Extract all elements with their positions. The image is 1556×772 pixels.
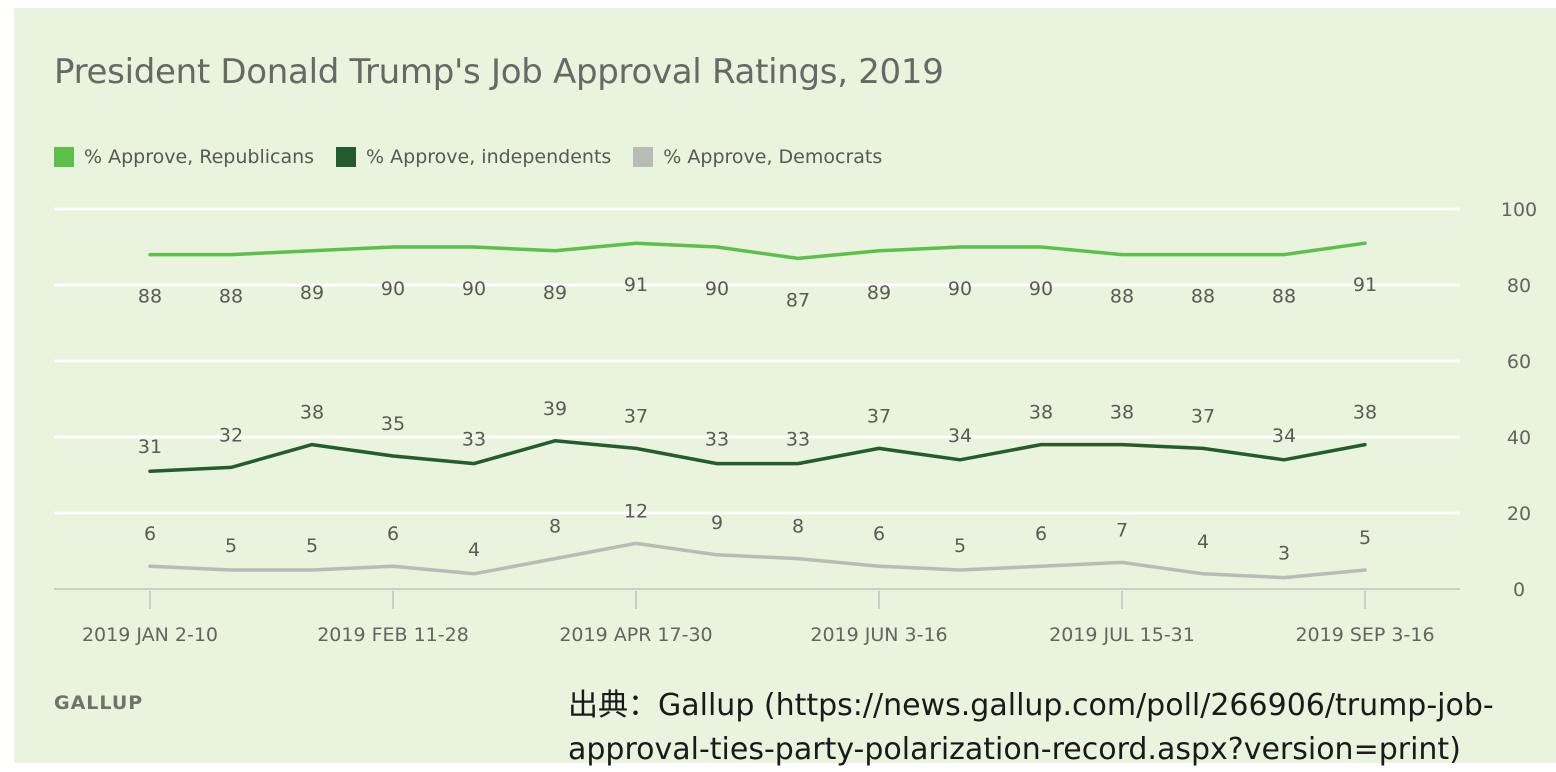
data-label-approve-republicans-0: 88 xyxy=(138,286,162,308)
data-label-approve-republicans-12: 88 xyxy=(1110,286,1134,308)
data-label-approve-independents-15: 38 xyxy=(1353,402,1377,424)
data-label-approve-independents-10: 34 xyxy=(948,425,972,447)
y-tick-label-40: 40 xyxy=(1507,427,1531,449)
data-label-approve-democrats-9: 6 xyxy=(873,523,885,545)
data-label-approve-democrats-11: 6 xyxy=(1035,523,1047,545)
x-tick-label-6: 2019 APR 17-30 xyxy=(559,624,712,646)
data-label-approve-democrats-8: 8 xyxy=(792,516,804,538)
series-line-approve-republicans xyxy=(150,243,1365,258)
data-label-approve-democrats-15: 5 xyxy=(1359,527,1371,549)
data-label-approve-independents-14: 34 xyxy=(1272,425,1296,447)
data-label-approve-independents-4: 33 xyxy=(462,429,486,451)
data-label-approve-republicans-6: 91 xyxy=(624,274,648,296)
x-tick-label-3: 2019 FEB 11-28 xyxy=(317,624,469,646)
data-label-approve-independents-3: 35 xyxy=(381,413,405,435)
data-label-approve-democrats-10: 5 xyxy=(954,535,966,557)
data-label-approve-democrats-5: 8 xyxy=(549,516,561,538)
data-label-approve-independents-13: 37 xyxy=(1191,405,1215,427)
x-tick-label-15: 2019 SEP 3-16 xyxy=(1295,624,1434,646)
data-label-approve-independents-9: 37 xyxy=(867,405,891,427)
y-tick-label-80: 80 xyxy=(1507,275,1531,297)
data-label-approve-republicans-13: 88 xyxy=(1191,286,1215,308)
chart-panel: President Donald Trump's Job Approval Ra… xyxy=(14,8,1556,763)
x-tick-label-12: 2019 JUL 15-31 xyxy=(1049,624,1195,646)
data-label-approve-republicans-9: 89 xyxy=(867,282,891,304)
data-label-approve-republicans-11: 90 xyxy=(1029,278,1053,300)
data-label-approve-independents-0: 31 xyxy=(138,436,162,458)
data-label-approve-republicans-3: 90 xyxy=(381,278,405,300)
data-label-approve-republicans-2: 89 xyxy=(300,282,324,304)
source-citation: 出典：Gallup (https://news.gallup.com/poll/… xyxy=(568,684,1548,772)
y-tick-label-100: 100 xyxy=(1501,199,1537,221)
data-label-approve-democrats-7: 9 xyxy=(711,512,723,534)
data-label-approve-democrats-12: 7 xyxy=(1116,519,1128,541)
data-label-approve-republicans-14: 88 xyxy=(1272,286,1296,308)
data-label-approve-independents-8: 33 xyxy=(786,429,810,451)
data-label-approve-democrats-14: 3 xyxy=(1278,543,1290,565)
data-label-approve-independents-7: 33 xyxy=(705,429,729,451)
data-label-approve-republicans-7: 90 xyxy=(705,278,729,300)
data-label-approve-democrats-0: 6 xyxy=(144,523,156,545)
data-label-approve-republicans-5: 89 xyxy=(543,282,567,304)
source-line-2: approval-ties-party-polarization-record.… xyxy=(568,728,1548,772)
series-line-approve-democrats xyxy=(150,543,1365,577)
x-tick-label-9: 2019 JUN 3-16 xyxy=(810,624,947,646)
y-tick-label-0: 0 xyxy=(1513,579,1525,601)
data-label-approve-democrats-6: 12 xyxy=(624,500,648,522)
data-label-approve-independents-12: 38 xyxy=(1110,402,1134,424)
data-label-approve-republicans-15: 91 xyxy=(1353,274,1377,296)
data-label-approve-independents-11: 38 xyxy=(1029,402,1053,424)
data-label-approve-democrats-13: 4 xyxy=(1197,531,1209,553)
data-label-approve-independents-2: 38 xyxy=(300,402,324,424)
data-label-approve-republicans-1: 88 xyxy=(219,286,243,308)
x-tick-label-0: 2019 JAN 2-10 xyxy=(82,624,218,646)
line-chart: 0 20 40 60 80 100 2019 JAN 2-10 2019 FEB 11-28 2… xyxy=(14,8,1556,763)
y-tick-label-20: 20 xyxy=(1507,503,1531,525)
data-label-approve-independents-5: 39 xyxy=(543,398,567,420)
data-label-approve-independents-1: 32 xyxy=(219,424,243,446)
data-label-approve-republicans-8: 87 xyxy=(786,289,810,311)
data-label-approve-democrats-2: 5 xyxy=(306,535,318,557)
source-line-1: 出典：Gallup (https://news.gallup.com/poll/… xyxy=(568,684,1548,728)
gallup-brand: GALLUP xyxy=(54,692,143,714)
data-label-approve-republicans-10: 90 xyxy=(948,278,972,300)
data-label-approve-republicans-4: 90 xyxy=(462,278,486,300)
data-label-approve-independents-6: 37 xyxy=(624,405,648,427)
data-label-approve-democrats-1: 5 xyxy=(225,535,237,557)
data-label-approve-democrats-4: 4 xyxy=(468,539,480,561)
data-label-approve-democrats-3: 6 xyxy=(387,523,399,545)
y-tick-label-60: 60 xyxy=(1507,351,1531,373)
series-line-approve-independents xyxy=(150,441,1365,471)
